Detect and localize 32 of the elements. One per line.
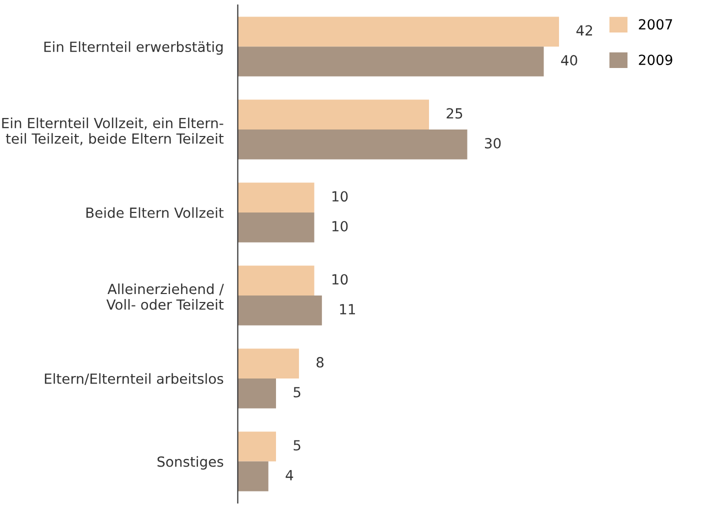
bar: [238, 432, 276, 462]
legend-label: 2009: [638, 54, 672, 66]
data-label: 8: [316, 357, 324, 368]
data-label: 10: [332, 220, 348, 232]
bar: [238, 100, 430, 130]
y-tick-label: Sonstiges: [158, 456, 224, 470]
data-label: 25: [446, 108, 462, 119]
bar: [238, 130, 468, 160]
bar: [238, 212, 314, 242]
bar: [238, 182, 314, 213]
bar: [238, 348, 299, 378]
bar: [238, 378, 276, 408]
data-label: 10: [332, 191, 348, 202]
y-tick-label: Eltern/Elternteil arbeitslos: [44, 373, 224, 386]
bar: [238, 295, 322, 326]
y-tick-label: Ein Elternteil erwerbstätig: [44, 41, 223, 55]
data-label: 30: [484, 138, 501, 149]
bar: [238, 16, 560, 47]
data-label: 40: [561, 55, 578, 66]
data-label: 4: [286, 470, 294, 480]
data-label: 10: [332, 274, 348, 285]
y-tick-label: Alleinerziehend / Voll- oder Teilzeit: [106, 283, 224, 310]
legend-label: 2007: [638, 19, 672, 30]
data-label: 42: [576, 25, 592, 36]
y-tick-label: Beide Eltern Vollzeit: [86, 207, 224, 218]
bar: [238, 461, 268, 492]
y-tick-label: Ein Elternteil Vollzeit, ein Eltern- teil Teilzeit, beide Eltern Teilzeit: [2, 118, 224, 146]
bar: [238, 46, 544, 76]
data-label: 5: [294, 387, 300, 398]
bar: [238, 266, 314, 296]
data-label: 5: [294, 440, 300, 451]
data-label: 11: [340, 304, 355, 314]
